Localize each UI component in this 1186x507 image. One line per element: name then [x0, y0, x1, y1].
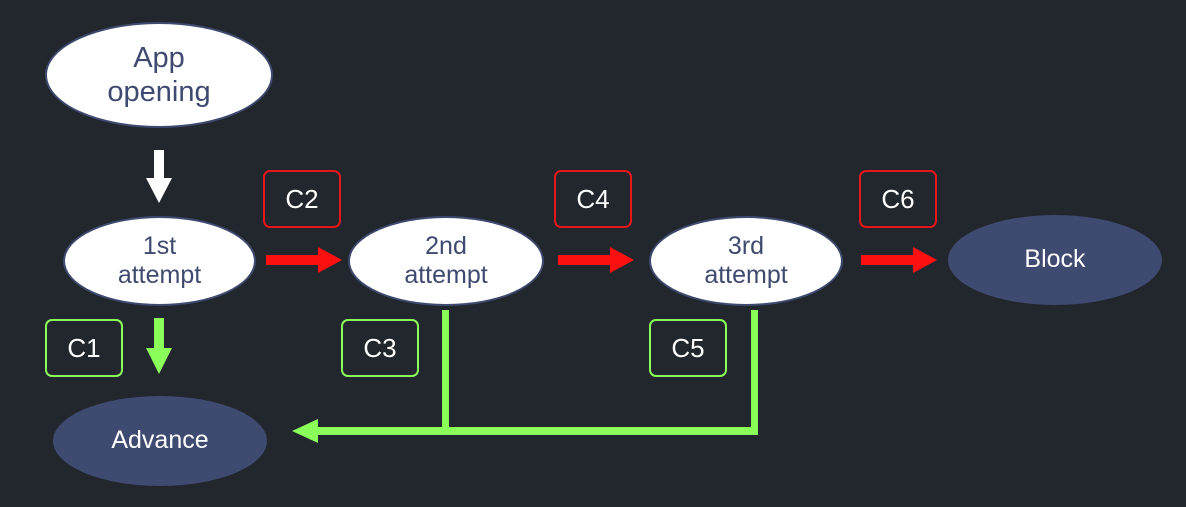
node-app-opening-label: App opening: [107, 41, 211, 108]
arrow-success-2-3: [292, 310, 758, 443]
node-attempt-1-label: 1st attempt: [117, 231, 202, 290]
node-advance-label: Advance: [111, 426, 209, 455]
arrow-success-1: [146, 318, 172, 374]
node-attempt-3: 3rd attempt: [649, 216, 843, 306]
condition-c1: C1: [45, 319, 123, 377]
condition-c6: C6: [859, 170, 937, 228]
node-attempt-2-label: 2nd attempt: [404, 231, 488, 290]
condition-c4: C4: [554, 170, 632, 228]
condition-c5: C5: [649, 319, 727, 377]
condition-c3: C3: [341, 319, 419, 377]
node-attempt-3-label: 3rd attempt: [704, 231, 788, 290]
node-advance: Advance: [53, 396, 267, 486]
arrow-fail-2-to-3: [558, 247, 634, 273]
arrow-start: [146, 150, 172, 203]
arrow-fail-1-to-2: [266, 247, 342, 273]
node-block-label: Block: [1024, 245, 1086, 274]
arrow-fail-3-to-block: [861, 247, 937, 273]
node-attempt-1: 1st attempt: [63, 216, 256, 306]
condition-c2: C2: [263, 170, 341, 228]
node-block: Block: [948, 215, 1162, 305]
node-attempt-2: 2nd attempt: [348, 216, 544, 306]
node-app-opening: App opening: [45, 22, 273, 128]
